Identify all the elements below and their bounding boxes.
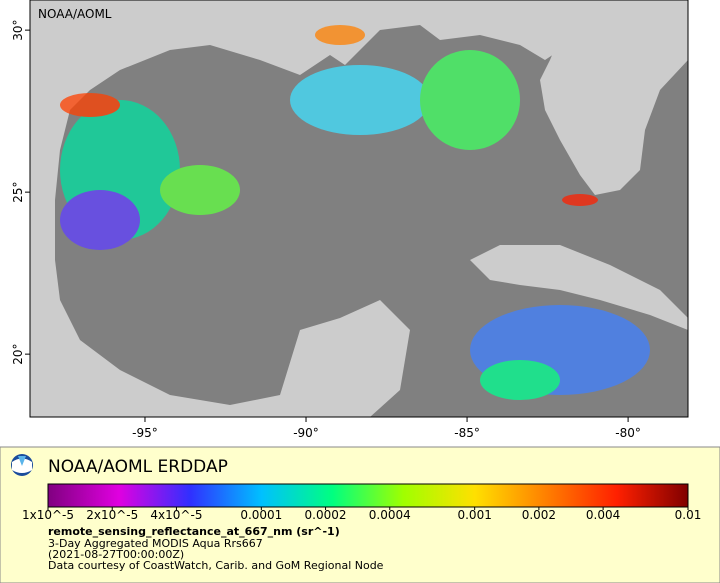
lon-tick-label: -95°	[132, 426, 158, 440]
colorbar-tick-label: 0.01	[675, 508, 702, 522]
dataset-name: 3-Day Aggregated MODIS Aqua Rrs667	[48, 537, 263, 550]
lat-tick-label: 25°	[11, 181, 25, 202]
land-mainland	[30, 0, 580, 417]
colorbar-tick-label: 0.0001	[240, 508, 282, 522]
lat-tick-label: 30°	[11, 19, 25, 40]
watermark: NOAA/AOML	[38, 7, 112, 21]
logo-bird	[18, 456, 26, 466]
lat-tick-label: 20°	[11, 344, 25, 365]
data-patch	[480, 360, 560, 400]
data-patch	[60, 93, 120, 117]
colorbar-tick-label: 0.0002	[305, 508, 347, 522]
colorbar-tick-label: 2x10^-5	[86, 508, 138, 522]
lon-tick-label: -90°	[293, 426, 319, 440]
land-cuba	[470, 245, 688, 330]
lon-tick-label: -85°	[454, 426, 480, 440]
data-patch	[60, 190, 140, 250]
map-frame: NOAA/AOML	[29, 0, 689, 418]
colorbar-tick-label: 4x10^-5	[150, 508, 202, 522]
noaa-logo	[11, 454, 33, 476]
data-patch	[315, 25, 365, 45]
colorbar	[47, 483, 689, 508]
colorbar-tick-label: 0.001	[457, 508, 491, 522]
variable-name: remote_sensing_reflectance_at_667_nm (sr…	[48, 525, 340, 538]
data-patch	[420, 50, 520, 150]
colorbar-tick-label: 0.004	[586, 508, 620, 522]
time-stamp: (2021-08-27T00:00:00Z)	[48, 548, 184, 561]
lon-tick-label: -80°	[615, 426, 641, 440]
legend-title: NOAA/AOML ERDDAP	[48, 457, 228, 477]
colorbar-tick-label: 0.0004	[369, 508, 411, 522]
data-patch	[160, 165, 240, 215]
data-patch	[290, 65, 430, 135]
land-florida	[540, 0, 688, 195]
reflectance-overlay	[60, 25, 650, 400]
credit: Data courtesy of CoastWatch, Carib. and …	[48, 559, 384, 572]
data-patch	[562, 194, 598, 206]
colorbar-tick-label: 0.002	[522, 508, 556, 522]
colorbar-tick-label: 1x10^-5	[22, 508, 74, 522]
map-border	[29, 0, 689, 418]
legend-panel	[0, 446, 720, 583]
